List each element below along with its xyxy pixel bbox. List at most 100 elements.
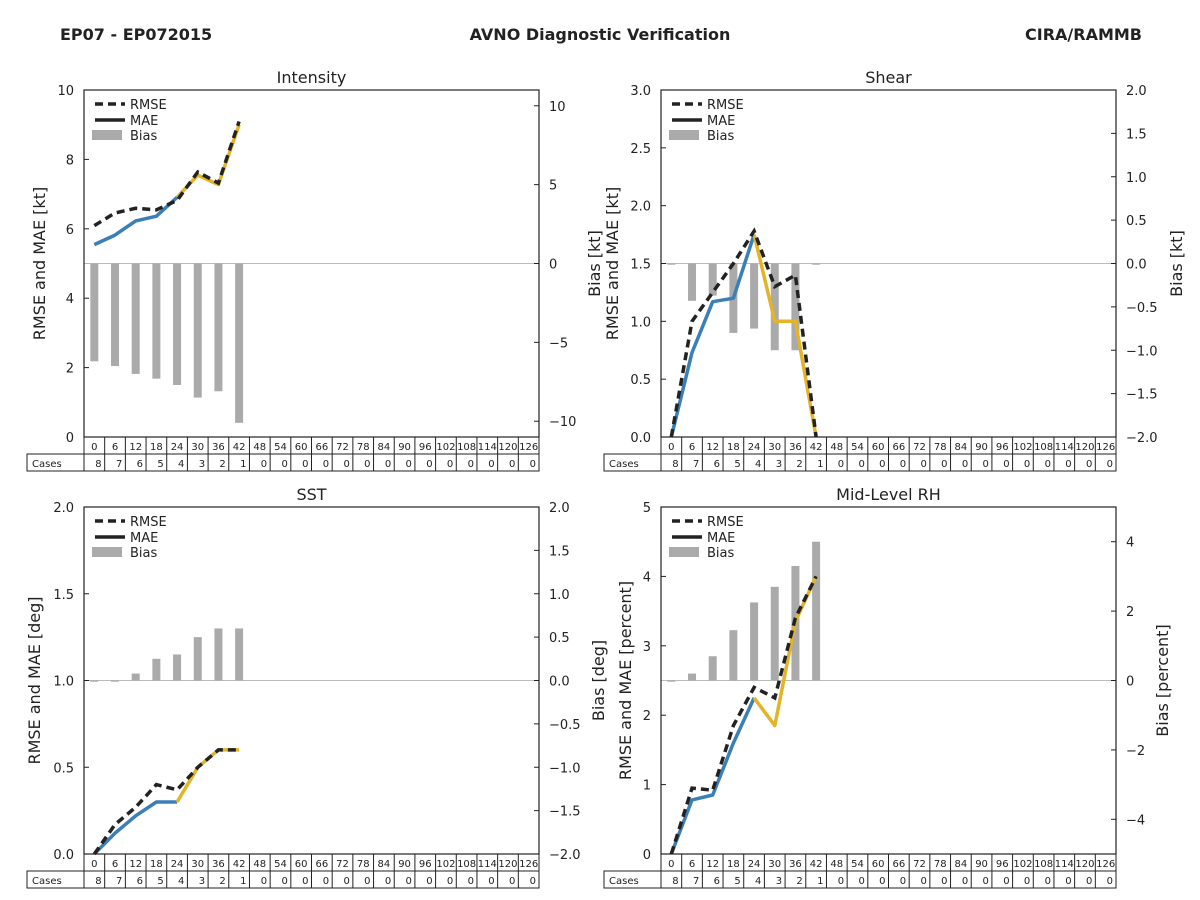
case-count: 6 <box>714 876 720 887</box>
hour-label: 48 <box>830 859 843 870</box>
hour-label: 12 <box>706 859 719 870</box>
case-count: 0 <box>879 459 885 470</box>
legend-bias-swatch <box>669 547 699 557</box>
hour-label: 96 <box>419 442 432 453</box>
chart-title: Shear <box>865 68 912 87</box>
hour-label: 48 <box>253 859 266 870</box>
case-count: 7 <box>693 459 699 470</box>
y-tick-label: 4 <box>66 292 74 307</box>
hour-label: 18 <box>727 442 740 453</box>
y2-tick-label: 1.0 <box>1126 171 1147 186</box>
y2-axis-label: Bias [deg] <box>589 640 608 721</box>
y2-tick-label: −1.0 <box>1126 344 1158 359</box>
y2-tick-label: 4 <box>1126 536 1134 551</box>
bias-bar <box>173 654 182 681</box>
mae-line <box>669 697 756 855</box>
case-count: 0 <box>468 876 474 887</box>
case-count: 0 <box>1107 459 1113 470</box>
y-tick-label: 0.5 <box>630 373 651 388</box>
cases-label: Cases <box>609 459 639 470</box>
hour-label: 114 <box>478 442 497 453</box>
bias-bar <box>90 263 99 362</box>
y-tick-label: 2.0 <box>53 501 74 516</box>
header-storm-id: EP07 - EP072015 <box>60 25 213 44</box>
hour-label: 126 <box>1096 859 1115 870</box>
y2-tick-label: 5 <box>549 179 557 194</box>
case-count: 6 <box>137 876 143 887</box>
hour-label: 12 <box>706 442 719 453</box>
case-count: 0 <box>1065 459 1071 470</box>
case-count: 0 <box>323 459 329 470</box>
hour-label: 84 <box>378 442 391 453</box>
y2-tick-label: 1.0 <box>549 588 570 603</box>
hour-label: 0 <box>91 859 97 870</box>
y-tick-label: 0.0 <box>630 431 651 446</box>
y2-tick-label: 2.0 <box>1126 84 1147 99</box>
hour-label: 102 <box>1013 442 1032 453</box>
mae-line-highlight <box>752 234 818 438</box>
bias-bar <box>193 263 202 398</box>
rmse-line <box>669 227 818 438</box>
case-count: 1 <box>240 459 246 470</box>
case-count: 0 <box>364 876 370 887</box>
y2-tick-label: 1.5 <box>1126 127 1147 142</box>
hour-label: 66 <box>315 442 328 453</box>
bias-bar <box>235 628 244 681</box>
bias-bar <box>235 263 244 423</box>
hour-label: 6 <box>112 442 118 453</box>
hour-label: 36 <box>212 442 225 453</box>
y2-tick-label: −1.0 <box>549 761 581 776</box>
case-count: 4 <box>755 459 761 470</box>
case-count: 6 <box>714 459 720 470</box>
case-count: 0 <box>920 876 926 887</box>
hour-label: 78 <box>934 442 947 453</box>
case-count: 0 <box>302 459 308 470</box>
bias-bar <box>667 680 676 682</box>
case-count: 0 <box>426 876 432 887</box>
mae-line <box>93 800 178 856</box>
case-count: 7 <box>116 876 122 887</box>
y-axis-label: RMSE and MAE [deg] <box>25 596 44 764</box>
case-count: 0 <box>920 459 926 470</box>
hour-label: 90 <box>975 442 988 453</box>
bias-bar <box>173 263 182 385</box>
hour-label: 78 <box>934 859 947 870</box>
bias-bar <box>791 263 800 351</box>
hour-label: 114 <box>1055 859 1074 870</box>
bias-bar <box>812 263 821 265</box>
bias-bar <box>688 263 697 301</box>
hour-label: 42 <box>810 859 823 870</box>
hour-label: 114 <box>478 859 497 870</box>
hour-label: 102 <box>436 442 455 453</box>
hour-label: 42 <box>233 859 246 870</box>
y2-tick-label: −2 <box>1126 744 1145 759</box>
legend-bias-swatch <box>92 547 122 557</box>
case-count: 0 <box>261 459 267 470</box>
case-count: 0 <box>1003 459 1009 470</box>
hour-label: 54 <box>274 442 287 453</box>
y-axis-label: RMSE and MAE [percent] <box>616 581 635 780</box>
hour-label: 6 <box>689 442 695 453</box>
y-tick-label: 1.0 <box>53 675 74 690</box>
y2-tick-label: −10 <box>549 415 576 430</box>
y2-tick-label: −0.5 <box>549 718 581 733</box>
case-count: 0 <box>343 459 349 470</box>
case-count: 0 <box>281 876 287 887</box>
case-count: 0 <box>261 876 267 887</box>
hour-label: 24 <box>748 859 761 870</box>
chart-panel-2: SST 0.0 0.5 1.0 1.5 2.0 −2.0 −1.5 −1.0 −0.5 0.0 0.5… <box>25 485 608 889</box>
hour-label: 54 <box>851 442 864 453</box>
case-count: 0 <box>1065 876 1071 887</box>
legend-mae-label: MAE <box>707 114 735 129</box>
case-count: 0 <box>447 459 453 470</box>
case-count: 0 <box>488 459 494 470</box>
case-count: 0 <box>468 459 474 470</box>
mae-line <box>93 196 179 247</box>
case-count: 0 <box>838 459 844 470</box>
y2-tick-label: 10 <box>549 100 566 115</box>
case-count: 7 <box>116 459 122 470</box>
y2-tick-label: −1.5 <box>1126 388 1158 403</box>
hour-label: 84 <box>955 442 968 453</box>
